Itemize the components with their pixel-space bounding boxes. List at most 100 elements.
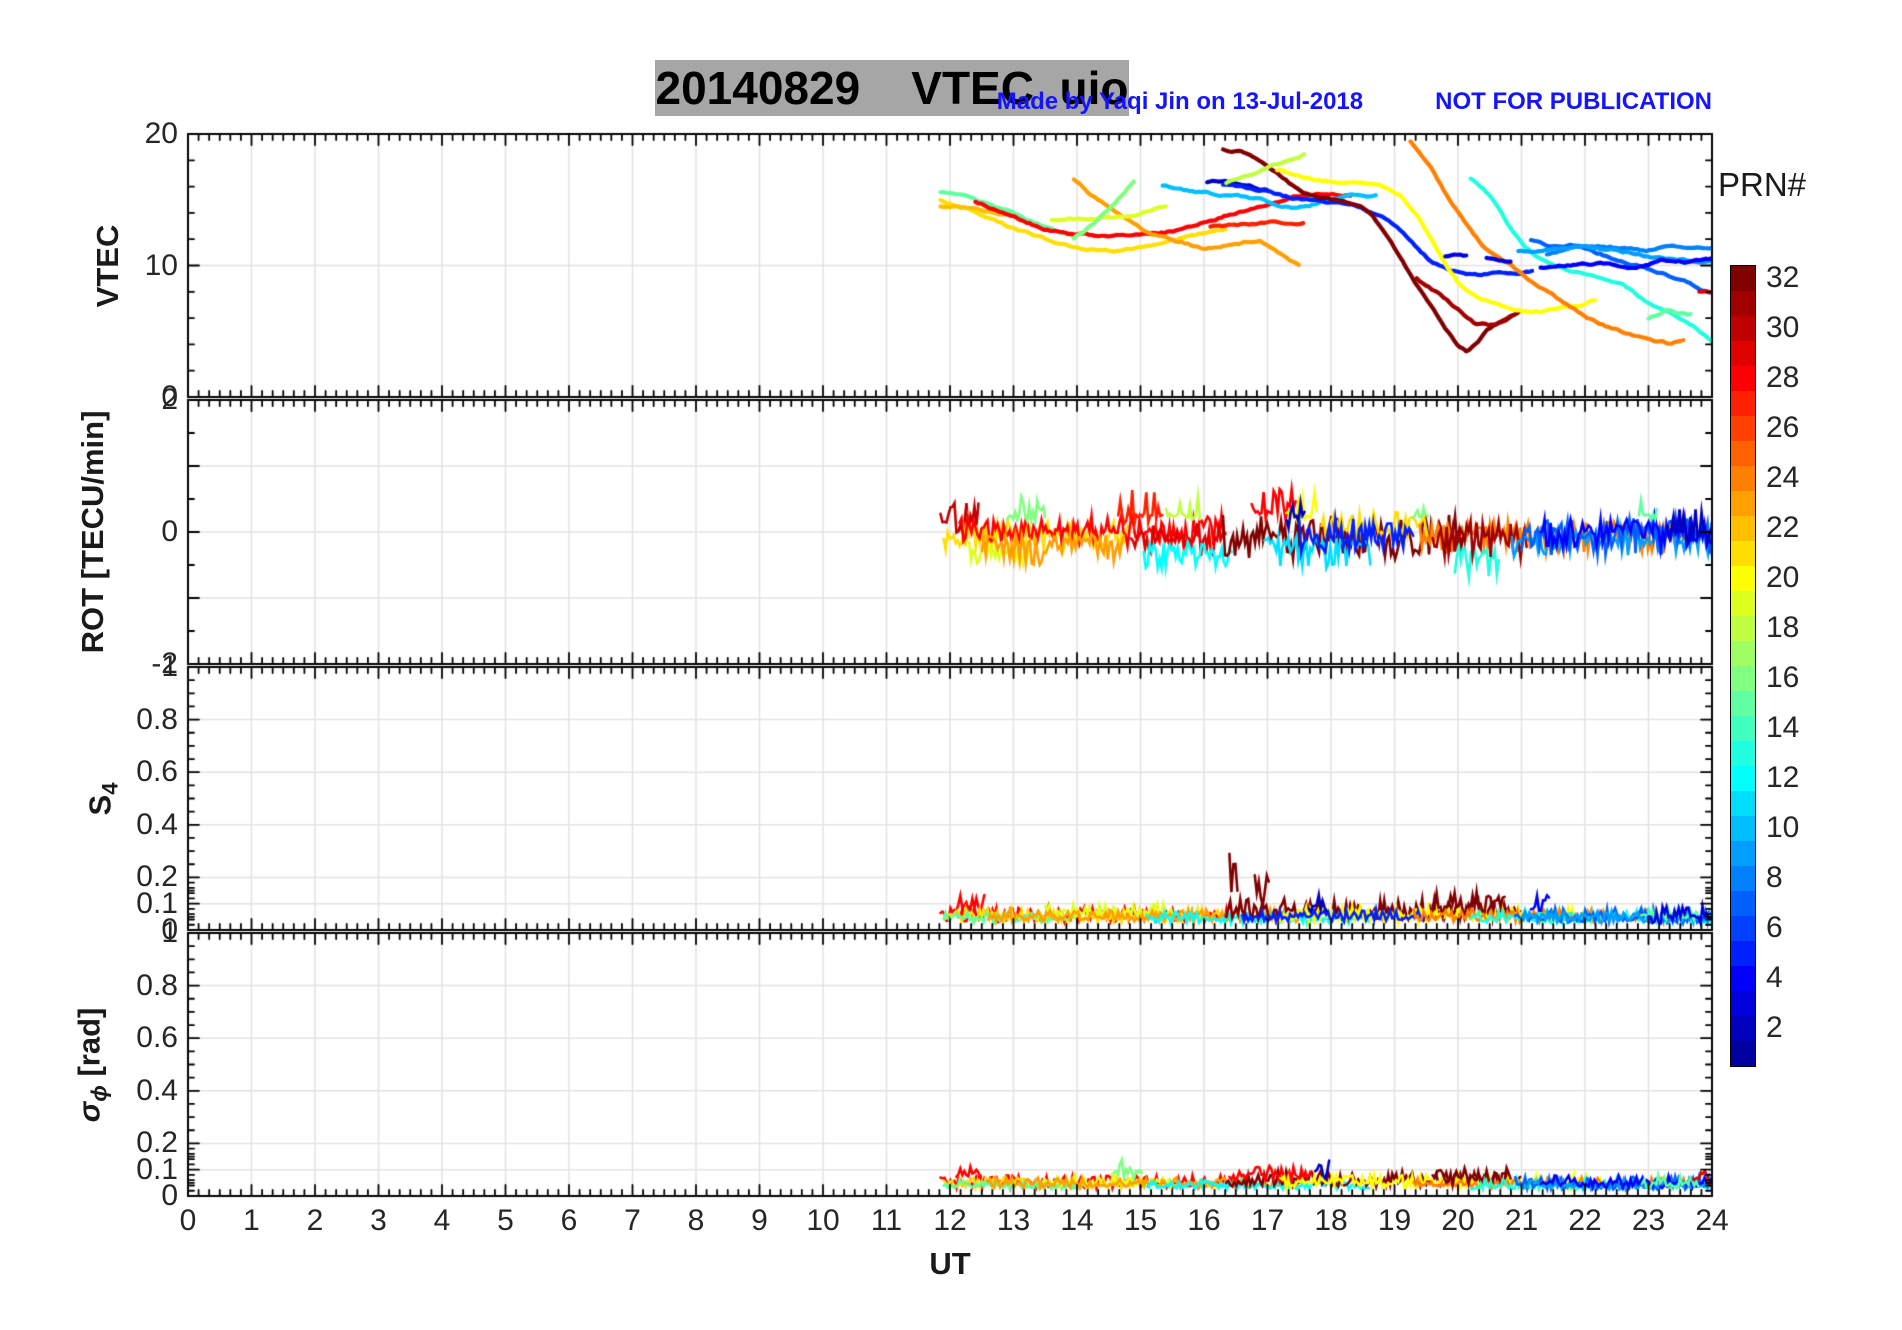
x-tick-label: 5 (497, 1204, 514, 1237)
colorbar-segment-prn-2 (1731, 1016, 1755, 1041)
colorbar-segment-prn-13 (1731, 741, 1755, 766)
colorbar-segment-prn-15 (1731, 691, 1755, 716)
x-tick-label: 14 (1060, 1204, 1094, 1237)
colorbar (1730, 265, 1756, 1067)
colorbar-segment-prn-4 (1731, 966, 1755, 991)
colorbar-segment-prn-31 (1731, 291, 1755, 316)
colorbar-segment-prn-10 (1731, 816, 1755, 841)
x-tick-label: 17 (1250, 1204, 1285, 1237)
x-tick-label: 4 (433, 1204, 451, 1237)
colorbar-tick-label: 22 (1766, 510, 1800, 544)
y-tick-label: 0.8 (136, 702, 178, 736)
colorbar-segment-prn-19 (1731, 591, 1755, 616)
x-tick-label: 16 (1187, 1204, 1221, 1237)
x-tick-label: 1 (243, 1204, 260, 1237)
colorbar-segment-prn-28 (1731, 366, 1755, 391)
x-tick-label: 20 (1441, 1204, 1475, 1237)
colorbar-segment-prn-27 (1731, 391, 1755, 416)
colorbar-segment-prn-17 (1731, 641, 1755, 666)
x-axis-label: UT (929, 1246, 971, 1281)
x-tick-label: 7 (624, 1204, 641, 1237)
x-tick-label: 18 (1314, 1204, 1348, 1237)
colorbar-segment-prn-5 (1731, 941, 1755, 966)
y-tick-label: 0.2 (136, 860, 178, 894)
colorbar-segment-prn-32 (1731, 266, 1755, 291)
y-tick-label: 0.4 (136, 1073, 178, 1107)
x-tick-label: 19 (1377, 1204, 1412, 1237)
colorbar-tick-label: 12 (1766, 760, 1800, 794)
x-tick-label: 15 (1123, 1204, 1158, 1237)
y-tick-label: 0.4 (136, 807, 178, 841)
y-tick-label: 0.1 (136, 1152, 178, 1186)
colorbar-title: PRN# (1718, 166, 1807, 203)
y-tick-label: 0 (161, 1179, 178, 1212)
colorbar-tick-label: 8 (1766, 860, 1783, 894)
colorbar-segment-prn-3 (1731, 991, 1755, 1016)
colorbar-segment-prn-29 (1731, 341, 1755, 366)
x-tick-label: 3 (370, 1204, 387, 1237)
colorbar-segment-prn-9 (1731, 841, 1755, 866)
colorbar-segment-prn-24 (1731, 466, 1755, 491)
colorbar-tick-label: 30 (1766, 310, 1800, 344)
colorbar-segment-prn-14 (1731, 716, 1755, 741)
y-tick-label: 0.6 (136, 1021, 178, 1055)
x-tick-label: 23 (1631, 1204, 1666, 1237)
y-tick-label: 20 (144, 117, 178, 150)
colorbar-segment-prn-11 (1731, 791, 1755, 816)
colorbar-tick-label: 18 (1766, 610, 1800, 644)
figure-title: 20140829 VTEC uio (655, 62, 1129, 114)
x-tick-label: 12 (933, 1204, 967, 1237)
colorbar-segment-prn-30 (1731, 316, 1755, 341)
colorbar-segment-prn-21 (1731, 541, 1755, 566)
y-tick-label: 0.6 (136, 755, 178, 789)
title-bar: 20140829 VTEC uio (655, 60, 1129, 116)
colorbar-segment-prn-16 (1731, 666, 1755, 691)
not-for-publication-text: NOT FOR PUBLICATION (1435, 88, 1712, 115)
colorbar-tick-label: 24 (1766, 460, 1800, 494)
colorbar-tick-label: 2 (1766, 1010, 1783, 1044)
colorbar-segment-prn-23 (1731, 491, 1755, 516)
x-tick-label: 21 (1504, 1204, 1539, 1237)
colorbar-tick-label: 32 (1766, 260, 1800, 294)
colorbar-segment-prn-18 (1731, 616, 1755, 641)
y-tick-label: 0.1 (136, 886, 178, 920)
x-tick-label: 10 (806, 1204, 840, 1237)
colorbar-tick-label: 10 (1766, 810, 1800, 844)
x-tick-label: 6 (560, 1204, 578, 1237)
x-tick-label: 2 (306, 1204, 324, 1237)
x-tick-label: 22 (1568, 1204, 1602, 1237)
colorbar-tick-label: 28 (1766, 360, 1800, 394)
colorbar-tick-label: 16 (1766, 660, 1800, 694)
y-tick-label: 0 (161, 913, 178, 946)
x-tick-label: 0 (179, 1204, 197, 1237)
colorbar-segment-prn-22 (1731, 516, 1755, 541)
colorbar-segment-prn-7 (1731, 891, 1755, 916)
colorbar-segment-prn-26 (1731, 416, 1755, 441)
x-tick-label: 9 (751, 1204, 768, 1237)
y-tick-label: 0.8 (136, 968, 178, 1002)
y-tick-label: 10 (144, 248, 178, 282)
colorbar-tick-label: 26 (1766, 410, 1800, 444)
colorbar-segment-prn-8 (1731, 866, 1755, 891)
colorbar-tick-label: 4 (1766, 960, 1783, 994)
y-tick-label: 2 (161, 383, 178, 416)
colorbar-segment-prn-20 (1731, 566, 1755, 591)
colorbar-tick-label: 14 (1766, 710, 1800, 744)
y-tick-label: 1 (161, 650, 178, 683)
colorbar-segment-prn-6 (1731, 916, 1755, 941)
colorbar-tick-label: 20 (1766, 560, 1800, 594)
y-tick-label: 0 (161, 380, 178, 413)
x-tick-label: 8 (687, 1204, 705, 1237)
y-tick-label: 0.2 (136, 1126, 178, 1160)
x-tick-label: 13 (996, 1204, 1031, 1237)
x-tick-label: 24 (1695, 1204, 1729, 1237)
y-tick-label: 0 (161, 515, 178, 548)
x-tick-label: 11 (870, 1204, 903, 1237)
colorbar-segment-prn-1 (1731, 1041, 1755, 1066)
y-tick-label: 1 (161, 916, 178, 949)
colorbar-tick-label: 6 (1766, 910, 1783, 944)
colorbar-segment-prn-12 (1731, 766, 1755, 791)
colorbar-segment-prn-25 (1731, 441, 1755, 466)
